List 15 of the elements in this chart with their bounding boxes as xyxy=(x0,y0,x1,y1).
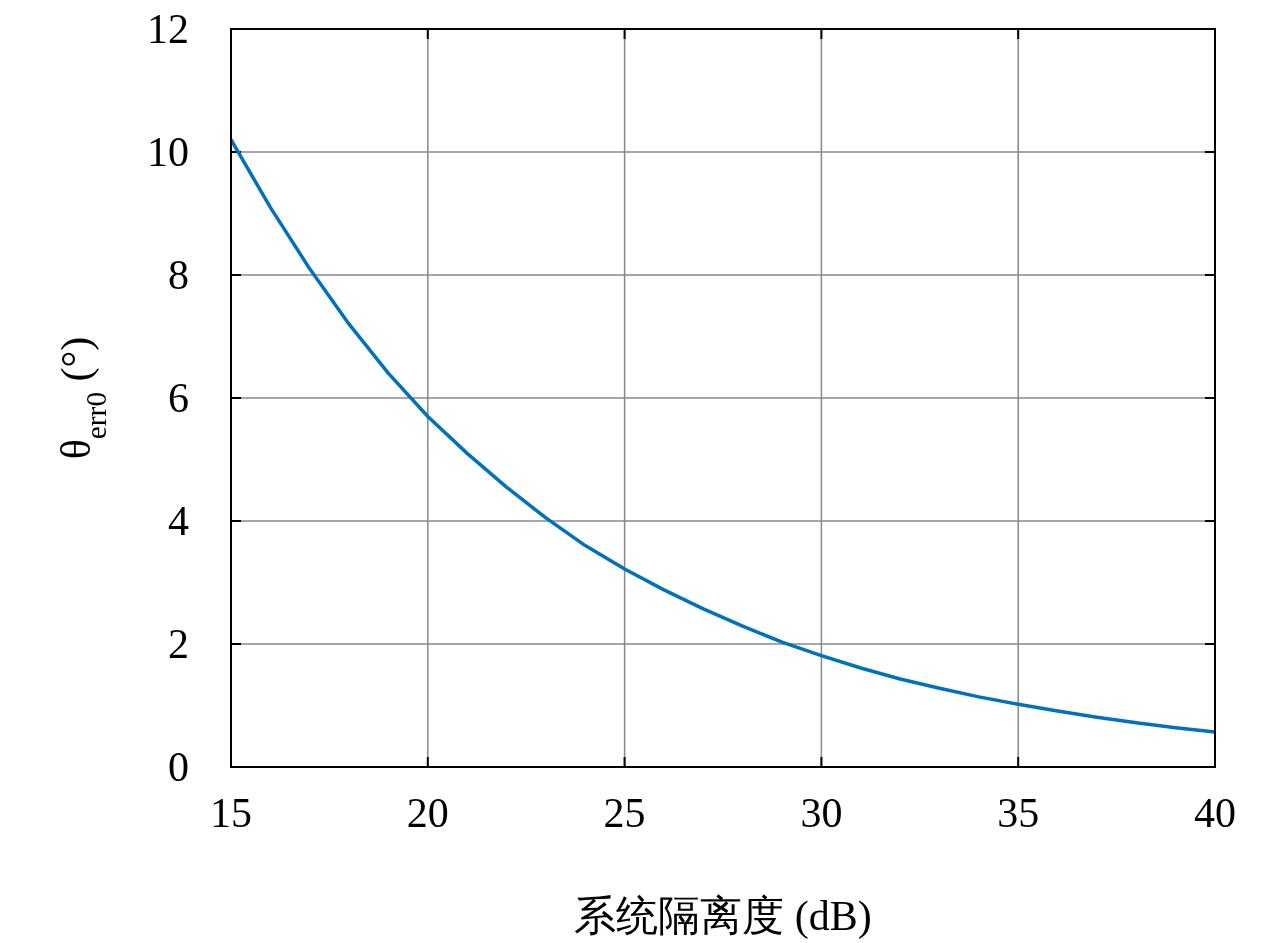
y-tick-label: 8 xyxy=(168,252,189,298)
line-series xyxy=(229,137,1217,734)
y-tick-label: 4 xyxy=(168,498,189,544)
x-tick-label: 40 xyxy=(1194,790,1236,836)
x-tick-label: 15 xyxy=(210,790,252,836)
x-axis-title: 系统隔离度 (dB) xyxy=(574,893,872,940)
x-tick-label: 20 xyxy=(406,790,449,836)
y-tick-label: 6 xyxy=(168,375,189,421)
x-tick-label: 35 xyxy=(997,790,1040,836)
y-tick-label: 0 xyxy=(168,744,189,790)
y-tick-label: 12 xyxy=(147,6,189,52)
y-tick-label: 10 xyxy=(147,129,189,175)
y-tick-label: 2 xyxy=(168,621,189,667)
x-tick-label: 30 xyxy=(800,790,843,836)
x-tick-label: 25 xyxy=(603,790,646,836)
